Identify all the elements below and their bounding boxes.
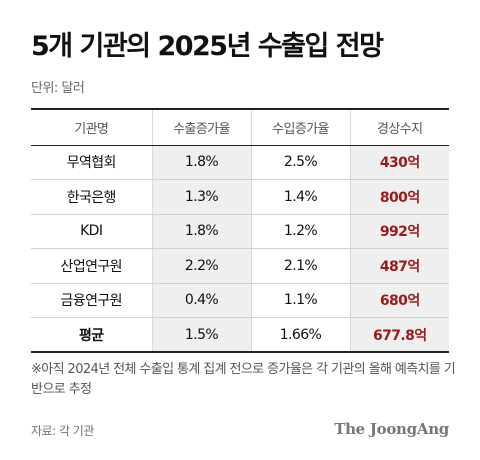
row-current-account: 487억 — [350, 248, 449, 284]
row-current-account: 430억 — [350, 145, 449, 180]
header-export-growth: 수출증가율 — [152, 108, 252, 146]
row-import-growth: 2.1% — [251, 248, 351, 284]
table-row: 무역협회 1.8% 2.5% 430억 — [31, 145, 449, 180]
row-export-growth: 2.2% — [152, 248, 252, 284]
row-institution: 한국은행 — [31, 179, 153, 215]
table-row: 금융연구원 0.4% 1.1% 680억 — [31, 283, 449, 318]
table-row: 산업연구원 2.2% 2.1% 487억 — [31, 248, 449, 284]
row-institution: KDI — [31, 214, 153, 249]
row-institution: 금융연구원 — [31, 283, 153, 318]
average-import-growth: 1.66% — [251, 317, 351, 353]
row-current-account: 992억 — [350, 214, 449, 249]
row-institution: 산업연구원 — [31, 248, 153, 284]
table-row: KDI 1.8% 1.2% 992억 — [31, 214, 449, 249]
row-current-account: 680억 — [350, 283, 449, 318]
table-header-row: 기관명 수출증가율 수입증가율 경상수지 — [31, 108, 449, 146]
row-export-growth: 1.8% — [152, 145, 252, 180]
row-current-account: 800억 — [350, 179, 449, 215]
page-title: 5개 기관의 2025년 수출입 전망 — [31, 31, 384, 62]
average-current-account: 677.8억 — [350, 317, 449, 353]
average-export-growth: 1.5% — [152, 317, 252, 353]
row-import-growth: 1.2% — [251, 214, 351, 249]
row-import-growth: 1.1% — [251, 283, 351, 318]
row-import-growth: 1.4% — [251, 179, 351, 215]
row-import-growth: 2.5% — [251, 145, 351, 180]
table-row: 한국은행 1.3% 1.4% 800억 — [31, 179, 449, 215]
row-institution: 무역협회 — [31, 145, 153, 180]
row-export-growth: 1.8% — [152, 214, 252, 249]
header-import-growth: 수입증가율 — [251, 108, 351, 146]
header-institution: 기관명 — [31, 108, 153, 146]
header-current-account: 경상수지 — [350, 108, 449, 146]
average-row: 평균 1.5% 1.66% 677.8억 — [31, 317, 449, 353]
average-label: 평균 — [31, 317, 153, 353]
unit-label: 단위: 달러 — [31, 81, 85, 96]
footnote: ※아직 2024년 전체 수출입 통계 집계 전으로 증가율은 각 기관의 올해… — [31, 362, 456, 397]
row-export-growth: 1.3% — [152, 179, 252, 215]
source-note: 자료: 각 기관 — [31, 424, 94, 438]
row-export-growth: 0.4% — [152, 283, 252, 318]
publisher-logo: The JoongAng — [334, 420, 449, 438]
forecast-table: 기관명 수출증가율 수입증가율 경상수지 무역협회 1.8% 2.5% 430억… — [31, 108, 449, 353]
